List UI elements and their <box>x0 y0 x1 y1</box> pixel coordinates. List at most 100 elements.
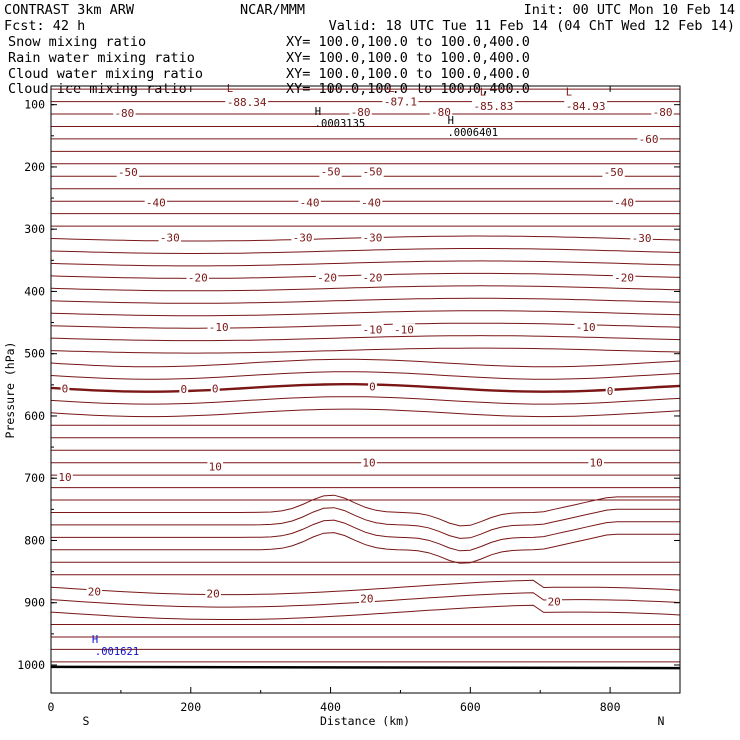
contour-label: -30 <box>363 231 383 244</box>
temperature-contour <box>50 604 681 620</box>
x-tick-label: 800 <box>600 700 621 714</box>
contour-label-bg <box>186 271 209 284</box>
contour-label-bg <box>179 383 189 396</box>
contour-label: -20 <box>363 272 383 285</box>
contour-label: -10 <box>394 323 414 336</box>
contour-label: 20 <box>360 592 373 605</box>
contour-label: 20 <box>207 587 220 600</box>
extremum-value: .0003135 <box>315 118 366 130</box>
contour-label: 0 <box>607 385 614 398</box>
temperature-contour <box>50 248 681 254</box>
extremum-mark: L <box>227 83 233 95</box>
y-tick-label: 800 <box>24 533 45 547</box>
contour-label-bg <box>225 96 269 109</box>
contour-label: -20 <box>614 272 634 285</box>
contour-label-bg <box>349 106 372 119</box>
contour-label-bg <box>651 106 674 119</box>
forecast-hour: Fcst: 42 h <box>4 18 85 34</box>
contour-label: -10 <box>576 321 596 334</box>
chart-title: CONTRAST 3km ARW <box>4 2 135 18</box>
contour-label-bg <box>612 271 636 284</box>
contour-label: 0 <box>212 383 219 396</box>
contour-label: -30 <box>632 232 652 245</box>
contour-label: -80 <box>351 106 371 119</box>
field-xy-snow: XY= 100.0,100.0 to 100.0,400.0 <box>286 34 530 50</box>
contour-label: -60 <box>639 133 659 146</box>
contour-label-bg <box>361 271 384 284</box>
contour-label-bg <box>291 231 314 244</box>
x-tick-label: 400 <box>320 700 341 714</box>
contour-label-bg <box>205 587 221 600</box>
contour-label-bg <box>574 320 597 333</box>
temperature-contour <box>50 408 681 418</box>
contour-label-bg <box>392 323 416 336</box>
extremum-mark: H <box>448 115 454 127</box>
extremum-mark: H <box>315 106 321 118</box>
x-axis-label: Distance (km) <box>320 714 410 728</box>
contour-label-bg <box>630 231 653 244</box>
y-tick-label: 500 <box>24 347 45 361</box>
x-tick-label: 600 <box>460 700 481 714</box>
temperature-contour <box>50 358 681 368</box>
contour-label-bg <box>546 595 562 608</box>
y-tick-label: 300 <box>24 222 45 236</box>
temperature-contour <box>50 579 681 596</box>
extremum-mark: L <box>566 87 572 99</box>
contour-label: -30 <box>160 231 180 244</box>
contour-label: -50 <box>363 165 383 178</box>
freezing-level-contour <box>50 383 681 393</box>
contour-label-bg <box>57 470 73 483</box>
temperature-contour <box>51 507 680 539</box>
contour-label-bg <box>60 382 70 395</box>
contour-label-bg <box>382 95 419 108</box>
contour-label: -30 <box>293 231 313 244</box>
y-tick-label: 100 <box>24 98 45 112</box>
contour-label: -40 <box>300 196 320 209</box>
contour-label: -87.1 <box>384 96 417 109</box>
contour-label-bg <box>359 196 383 209</box>
contour-label: -20 <box>188 272 208 285</box>
field-xy-rain: XY= 100.0,100.0 to 100.0,400.0 <box>286 50 530 66</box>
plot-frame <box>50 85 681 694</box>
contour-label: -40 <box>614 196 634 209</box>
y-tick-label: 900 <box>24 596 45 610</box>
y-tick-label: 600 <box>24 409 45 423</box>
contour-label-bg <box>116 165 140 178</box>
contour-label: 10 <box>209 460 222 473</box>
contour-label-bg <box>361 231 384 244</box>
contour-label: 10 <box>58 471 71 484</box>
contour-label-bg <box>359 592 375 605</box>
contour-label: -40 <box>361 196 381 209</box>
contour-label: -50 <box>118 166 138 179</box>
contour-label-bg <box>113 106 136 119</box>
field-name-rain: Rain water mixing ratio <box>8 50 195 66</box>
temperature-contour <box>50 297 681 304</box>
contour-label-bg <box>471 99 515 112</box>
extremum-mark: H <box>92 634 98 646</box>
x-tick-label: 200 <box>180 700 201 714</box>
contour-label: 0 <box>369 381 376 394</box>
contour-label-bg <box>564 99 608 112</box>
temperature-contour <box>50 310 681 317</box>
contour-label-bg <box>605 385 615 398</box>
contour-label-bg <box>207 320 230 333</box>
extremum-value: .0006401 <box>447 127 498 139</box>
contour-label: -50 <box>321 165 341 178</box>
extremum-mark: L <box>388 83 394 95</box>
contour-label: -88.34 <box>227 96 267 109</box>
temperature-contour <box>50 347 681 354</box>
temperature-contour <box>50 396 681 405</box>
extremum-mark: L <box>480 87 486 99</box>
contour-label-bg <box>588 456 604 469</box>
contour-label: -80 <box>114 107 134 120</box>
contour-label: 0 <box>62 383 69 396</box>
field-name-snow: Snow mixing ratio <box>8 34 146 50</box>
contour-label: -10 <box>209 321 229 334</box>
contour-label: -80 <box>653 106 673 119</box>
field-name-cloud-water: Cloud water mixing ratio <box>8 66 203 82</box>
x-end-label-north: N <box>658 714 665 728</box>
temperature-contour <box>50 260 681 267</box>
contour-label-bg <box>429 106 453 119</box>
contour-label-bg <box>210 382 220 395</box>
